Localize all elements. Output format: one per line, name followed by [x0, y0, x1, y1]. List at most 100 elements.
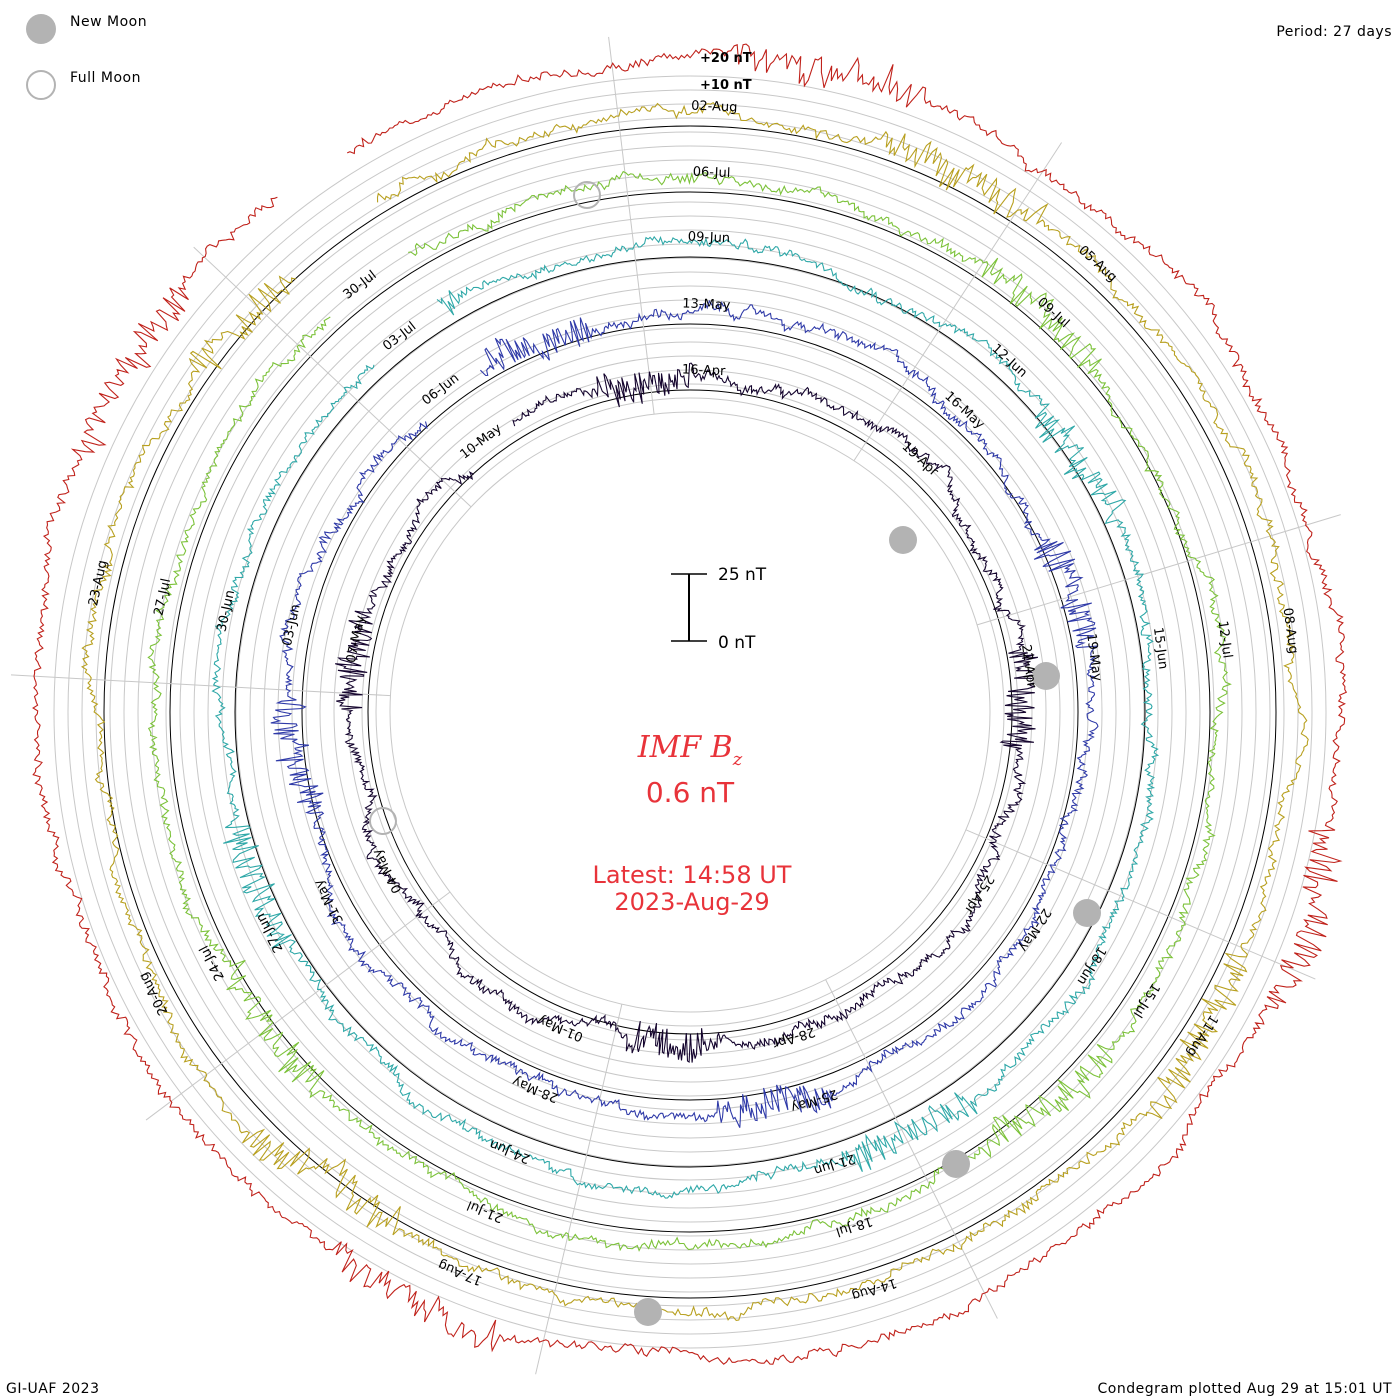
tick-label: 02-Aug — [691, 99, 738, 116]
ring-label-10: +10 nT — [700, 78, 752, 93]
tick-layer: 16-Apr19-Apr22-Apr25-Apr28-Apr01-May04-M… — [86, 99, 1300, 1303]
tick-label: 16-May — [941, 389, 987, 433]
grid-ring — [137, 159, 1243, 1265]
grid-ring — [165, 187, 1215, 1237]
tick-label: 10-May — [458, 421, 505, 462]
tick-label: 16-Apr — [682, 362, 727, 379]
grid-ring — [305, 327, 1075, 1097]
grid-ring — [81, 103, 1299, 1321]
spoke — [608, 36, 655, 415]
spoke — [145, 891, 451, 1121]
grid-ring — [375, 397, 1005, 1027]
ring-label-20: +20 nT — [700, 51, 752, 66]
tick-label: 01-May — [535, 1012, 585, 1044]
grid-ring — [319, 341, 1061, 1083]
tick-label: 19-May — [1083, 632, 1104, 682]
grid-ring — [389, 411, 991, 1013]
credit-label: GI-UAF 2023 — [6, 1381, 100, 1397]
tick-label: 30-Jul — [341, 268, 380, 303]
moon-layer — [369, 181, 1101, 1326]
grid-layer — [53, 75, 1327, 1349]
tick-label: 27-Jun — [253, 910, 286, 954]
tick-label: 14-Aug — [850, 1275, 899, 1303]
tick-label: 08-Aug — [1280, 607, 1301, 655]
spoke — [193, 246, 472, 508]
tick-label: 24-Jul — [197, 943, 228, 983]
new-moon-marker — [942, 1150, 970, 1178]
spoke-layer — [10, 36, 1341, 1375]
new-moon-marker — [1073, 899, 1101, 927]
zero-ring — [169, 191, 1211, 1233]
grid-ring — [123, 145, 1257, 1279]
tick-label: 18-Jun — [1074, 944, 1109, 988]
full-moon-marker — [369, 807, 397, 835]
spoke — [965, 829, 1316, 980]
chart-title-sub: z — [732, 749, 743, 770]
grid-ring — [277, 299, 1103, 1125]
series-line — [335, 362, 1041, 1064]
zero-ring — [367, 389, 1013, 1035]
tick-label: 05-Aug — [1075, 243, 1119, 285]
series-line — [270, 299, 1099, 1128]
grid-ring — [207, 229, 1173, 1195]
grid-ring — [235, 257, 1145, 1167]
grid-ring — [291, 313, 1089, 1111]
current-value: 0.6 nT — [646, 776, 735, 809]
tick-label: 19-Apr — [899, 439, 942, 480]
spoke — [825, 979, 998, 1319]
zero-ring — [301, 323, 1079, 1101]
plotted-label: Condegram plotted Aug 29 at 15:01 UT — [1097, 1381, 1392, 1397]
grid-ring — [263, 285, 1117, 1139]
scale-top-label: 25 nT — [718, 565, 767, 585]
tick-label: 21-Jun — [812, 1150, 857, 1177]
tick-label: 03-Jul — [380, 319, 419, 354]
tick-label: 06-Jul — [692, 165, 730, 181]
tick-label: 15-Jul — [1130, 980, 1163, 1020]
grid-ring — [95, 117, 1285, 1307]
grid-ring — [109, 131, 1271, 1293]
spoke — [535, 1004, 623, 1375]
spoke — [10, 674, 391, 697]
scale-bar — [671, 573, 707, 642]
full-moon-marker — [573, 181, 601, 209]
chart-title-main: IMF B — [637, 730, 733, 765]
new-moon-icon — [26, 14, 56, 44]
tick-label: 13-May — [682, 296, 731, 313]
tick-label: 15-Jun — [1150, 626, 1171, 670]
tick-label: 03-Jun — [280, 603, 304, 648]
tick-label: 09-Jun — [688, 230, 731, 247]
tick-label: 22-Apr — [1018, 644, 1039, 690]
new-moon-label: New Moon — [70, 14, 148, 30]
scale-bottom-label: 0 nT — [718, 633, 756, 653]
series-line — [80, 102, 1309, 1321]
grid-ring — [53, 75, 1327, 1349]
tick-label: 24-Jun — [488, 1136, 533, 1166]
grid-ring — [333, 355, 1047, 1069]
series-layer — [32, 43, 1348, 1365]
new-moon-marker — [634, 1298, 662, 1326]
grid-ring — [193, 215, 1187, 1209]
grid-ring — [151, 173, 1229, 1251]
spoke — [853, 142, 1063, 462]
tick-label: 12-Jul — [1215, 620, 1235, 659]
grid-ring — [221, 243, 1159, 1181]
chart-title: IMF Bz — [637, 730, 743, 770]
series-line — [147, 170, 1232, 1252]
grid-ring — [179, 201, 1201, 1223]
spoke — [976, 514, 1341, 626]
series-line — [32, 43, 1348, 1365]
latest-time: Latest: 14:58 UT — [593, 861, 792, 889]
new-moon-marker — [889, 526, 917, 554]
tick-label: 27-Jul — [152, 577, 175, 617]
full-moon-icon — [26, 70, 56, 100]
zero-ring — [234, 256, 1146, 1168]
full-moon-label: Full Moon — [70, 70, 141, 86]
tick-label: 30-Jun — [215, 589, 239, 634]
tick-label: 21-Jul — [465, 1197, 506, 1225]
grid-ring — [67, 89, 1313, 1335]
period-label: Period: 27 days — [1276, 24, 1392, 40]
zero-ring — [103, 125, 1277, 1299]
grid-ring — [249, 271, 1131, 1153]
latest-date: 2023-Aug-29 — [614, 888, 769, 916]
